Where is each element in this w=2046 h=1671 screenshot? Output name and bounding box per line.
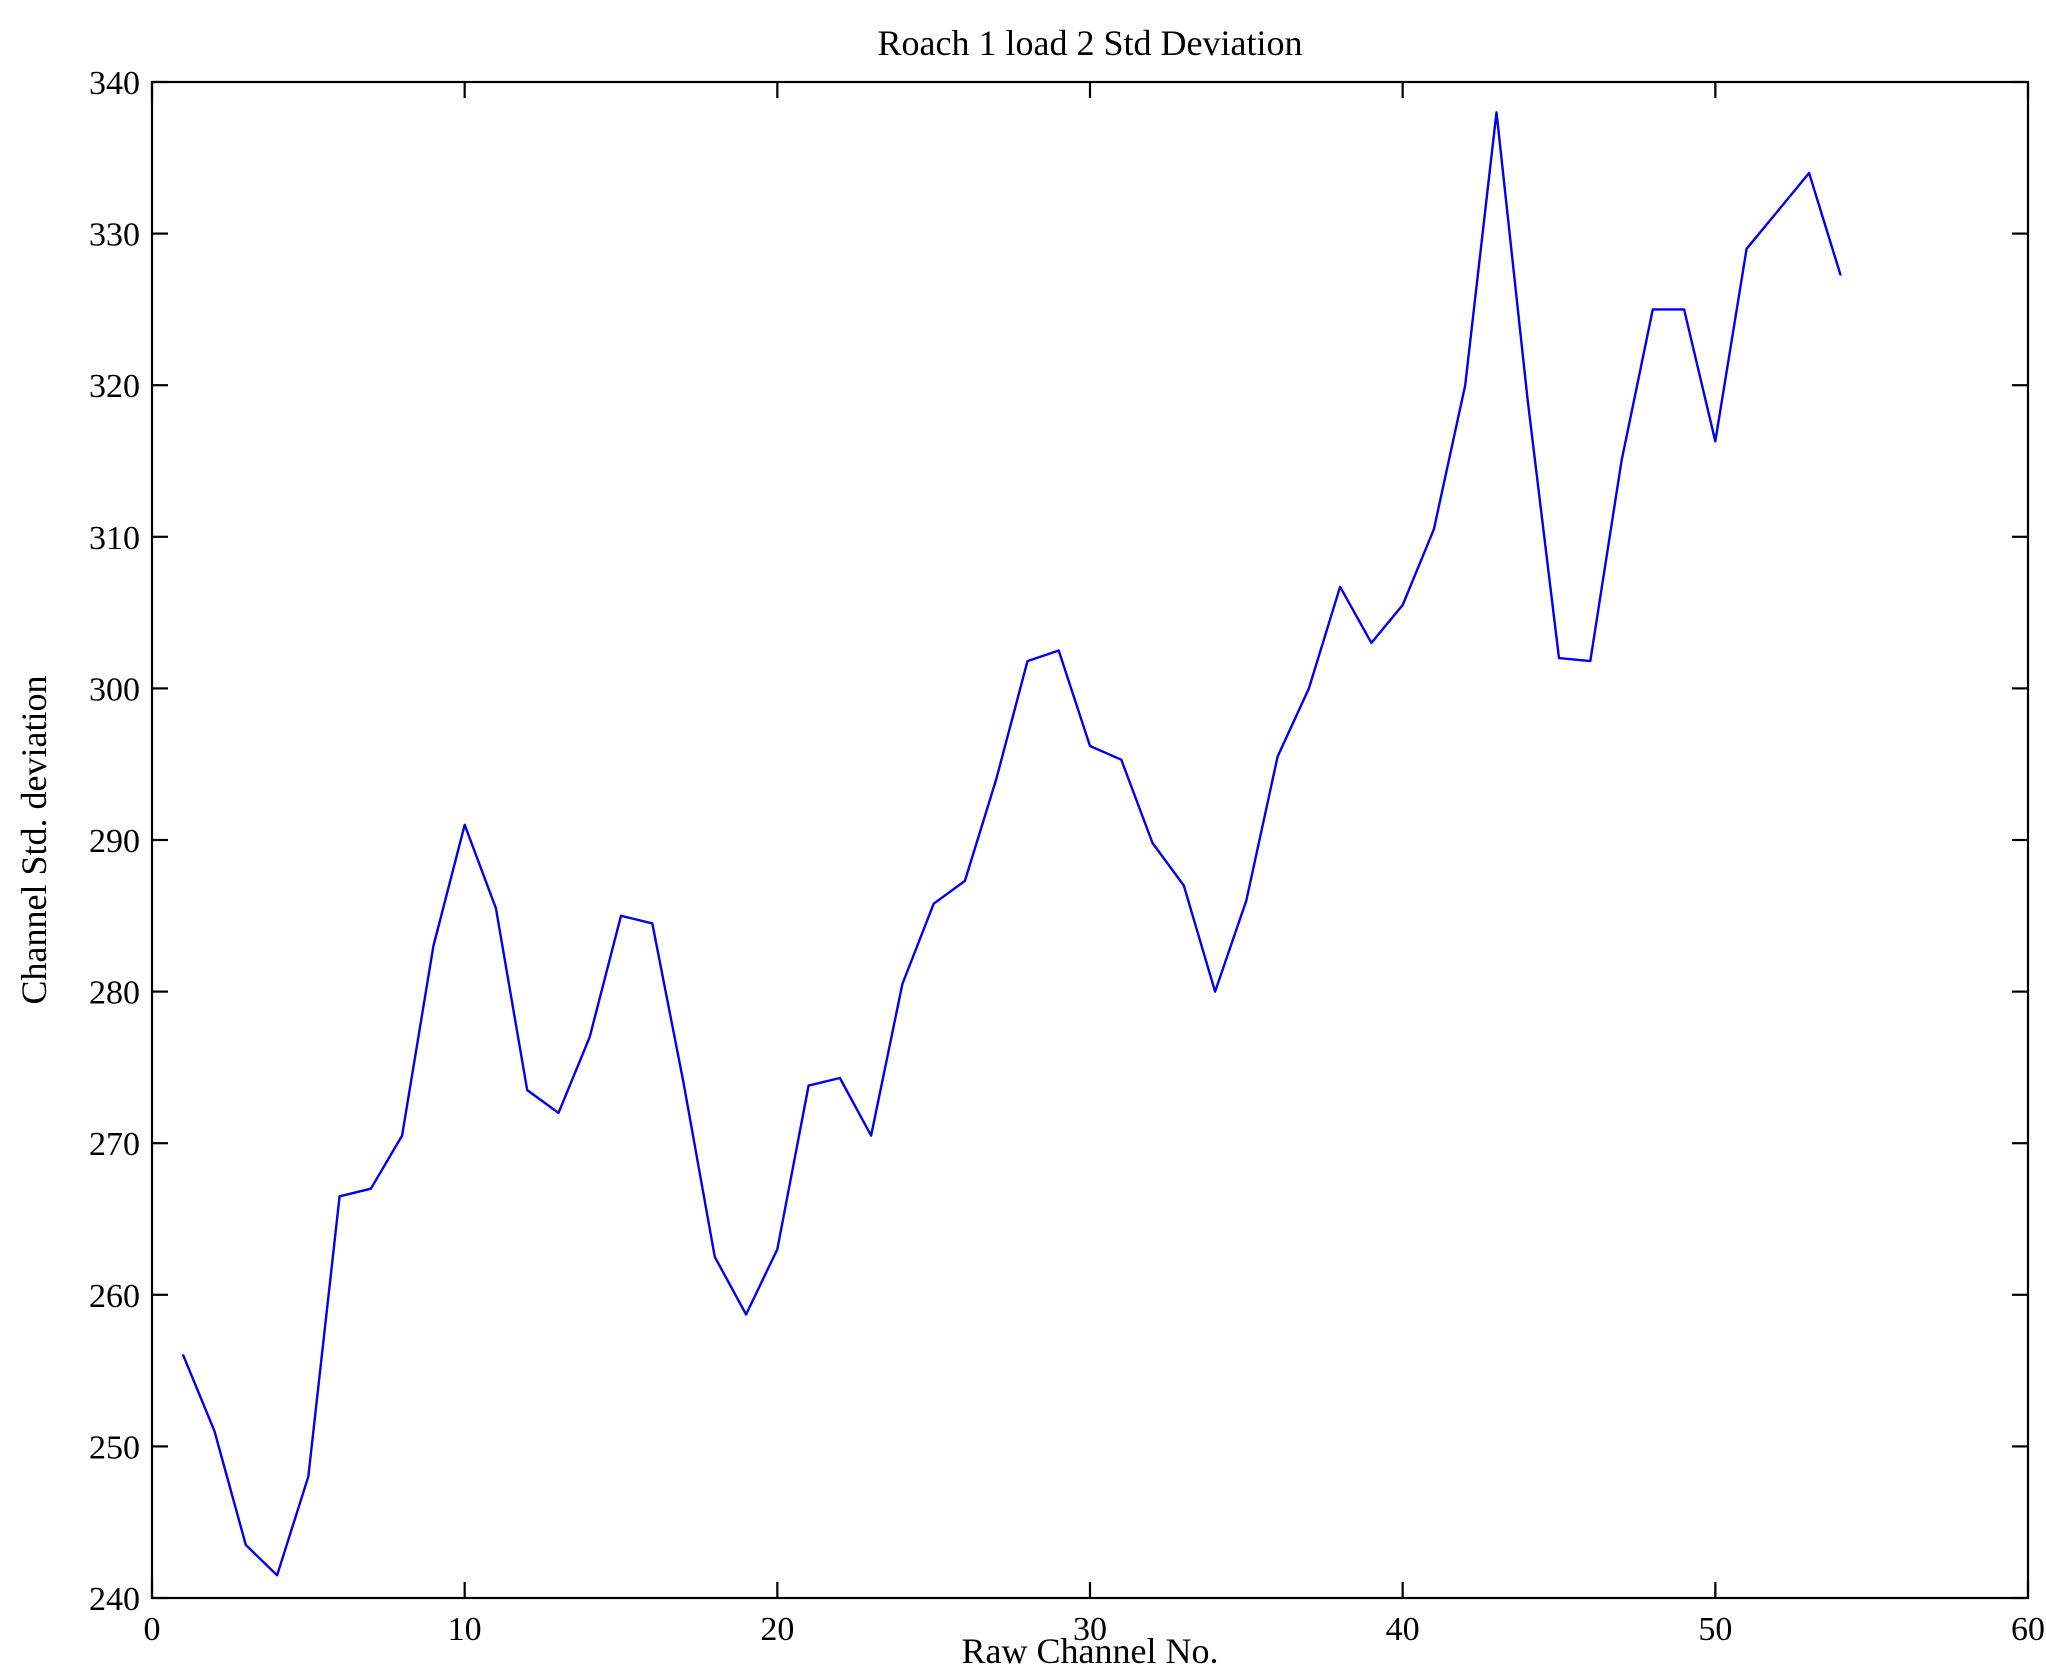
x-tick-label: 0 — [144, 1611, 161, 1648]
y-tick-label: 310 — [89, 520, 140, 557]
x-tick-label: 50 — [1698, 1611, 1732, 1648]
y-tick-label: 260 — [89, 1278, 140, 1315]
x-axis-label: Raw Channel No. — [961, 1631, 1219, 1671]
y-tick-label: 280 — [89, 975, 140, 1012]
y-tick-label: 290 — [89, 823, 140, 860]
x-tick-label: 30 — [1073, 1611, 1107, 1648]
y-axis-label: Channel Std. deviation — [14, 675, 54, 1005]
x-tick-label: 40 — [1386, 1611, 1420, 1648]
data-series-line — [182, 111, 1842, 1577]
y-tick-label: 270 — [89, 1126, 140, 1163]
y-tick-label: 250 — [89, 1429, 140, 1466]
y-tick-label: 320 — [89, 368, 140, 405]
x-tick-label: 20 — [760, 1611, 794, 1648]
y-tick-label: 300 — [89, 671, 140, 708]
x-tick-label: 10 — [448, 1611, 482, 1648]
chart-title: Roach 1 load 2 Std Deviation — [877, 23, 1303, 63]
y-tick-label: 330 — [89, 217, 140, 254]
y-tick-label: 340 — [89, 65, 140, 102]
y-tick-label: 240 — [89, 1581, 140, 1618]
axes-box — [150, 80, 2030, 1600]
x-tick-label: 60 — [2011, 1611, 2045, 1648]
